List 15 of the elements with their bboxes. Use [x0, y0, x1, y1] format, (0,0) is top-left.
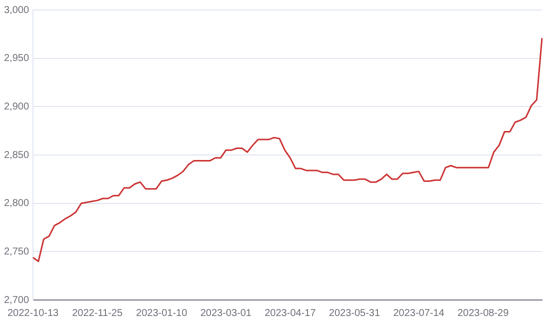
y-tick-label: 2,950 — [4, 53, 30, 64]
y-tick-label: 2,800 — [4, 198, 30, 210]
x-tick-label: 2023-04-17 — [264, 308, 316, 319]
x-tick-label: 2023-01-10 — [136, 308, 188, 319]
x-tick-label: 2022-11-25 — [72, 308, 123, 319]
x-tick-label: 2023-03-01 — [200, 308, 252, 319]
y-tick-label: 2,700 — [4, 294, 30, 306]
y-tick-label: 2,850 — [4, 150, 30, 161]
x-tick-label: 2023-05-31 — [328, 308, 380, 319]
y-tick-label: 3,000 — [4, 4, 30, 16]
x-tick-label: 2022-10-13 — [7, 308, 60, 319]
x-tick-label: 2023-07-14 — [393, 308, 445, 319]
y-tick-label: 2,900 — [4, 101, 30, 112]
x-tick-label: 2023-08-29 — [457, 308, 510, 319]
y-tick-label: 2,750 — [4, 246, 30, 258]
